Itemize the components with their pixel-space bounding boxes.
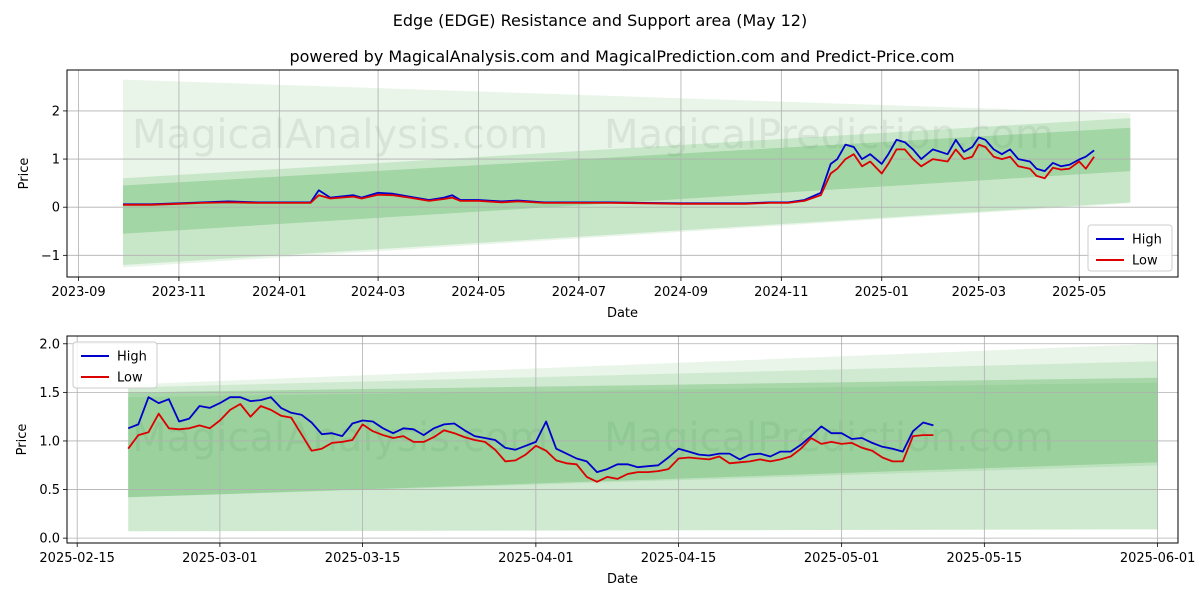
legend-label-high: High [117, 350, 147, 365]
x-tick-label: 2024-03 [351, 285, 405, 300]
grid [67, 336, 1178, 543]
top-panel: MagicalAnalysis.com MagicalPrediction.com… [17, 69, 1179, 321]
watermark-right: MagicalPrediction.com [604, 415, 1054, 461]
series-line-low [123, 143, 1095, 206]
y-tick-label: 1.0 [39, 434, 60, 449]
x-tick-label: 2024-09 [654, 285, 708, 300]
legend-label-low: Low [117, 371, 143, 386]
x-tick-label: 2024-05 [451, 285, 505, 300]
x-tick-label: 2025-03 [952, 285, 1006, 300]
y-tick-label: 0 [52, 201, 60, 216]
x-tick-label: 2025-05-01 [804, 551, 880, 566]
y-tick-label: 1.5 [39, 386, 60, 401]
series-lines [123, 136, 1095, 206]
support-resistance-bands [128, 343, 1158, 532]
band-area [128, 382, 1158, 498]
y-tick-label: 0.0 [39, 532, 60, 547]
x-tick-label: 2023-11 [152, 285, 206, 300]
x-tick-label: 2023-09 [51, 285, 105, 300]
band-area [123, 118, 1131, 265]
chart-subtitle: powered by MagicalAnalysis.com and Magic… [289, 47, 954, 66]
legend: High Low [72, 341, 158, 389]
legend: High Low [1087, 224, 1173, 272]
y-tick-label: −1 [41, 249, 60, 264]
x-tick-label: 2025-03-01 [182, 551, 258, 566]
x-tick-label: 2024-01 [252, 285, 306, 300]
y-axis-label: Price [17, 158, 32, 190]
band-area [128, 343, 1158, 532]
x-tick-label: 2025-04-15 [641, 551, 717, 566]
legend-label-low: Low [1132, 254, 1158, 269]
chart-title: Edge (EDGE) Resistance and Support area … [393, 11, 807, 30]
series-line-low [127, 403, 934, 483]
band-area [128, 361, 1158, 532]
x-tick-label: 2024-07 [552, 285, 606, 300]
y-tick-label: 2 [52, 104, 60, 119]
y-tick-label: 1 [52, 153, 60, 168]
series-line-high [123, 136, 1095, 206]
y-tick-label: 0.5 [39, 483, 60, 498]
x-tick-label: 2025-03-15 [325, 551, 401, 566]
watermark-left: MagicalAnalysis.com [132, 415, 548, 461]
series-line-high [127, 396, 934, 473]
x-tick-label: 2025-02-15 [39, 551, 115, 566]
x-axis-label: Date [607, 572, 638, 587]
series-lines [127, 396, 934, 483]
x-tick-label: 2025-06-01 [1120, 551, 1196, 566]
x-axis-label: Date [607, 306, 638, 321]
x-tick-label: 2025-05-15 [947, 551, 1023, 566]
band-area [128, 377, 1158, 498]
plot-frame [66, 335, 1179, 544]
x-tick-label: 2025-01 [855, 285, 909, 300]
legend-label-high: High [1132, 233, 1162, 248]
x-tick-label: 2025-04-01 [498, 551, 574, 566]
y-tick-label: 2.0 [39, 337, 60, 352]
x-tick-label: 2025-05 [1052, 285, 1106, 300]
x-tick-label: 2024-11 [754, 285, 808, 300]
plot-frame [66, 69, 1179, 278]
bottom-panel: MagicalAnalysis.com MagicalPrediction.com… [15, 335, 1196, 587]
band-area [123, 79, 1131, 268]
grid [67, 70, 1178, 277]
y-axis-label: Price [15, 424, 30, 456]
